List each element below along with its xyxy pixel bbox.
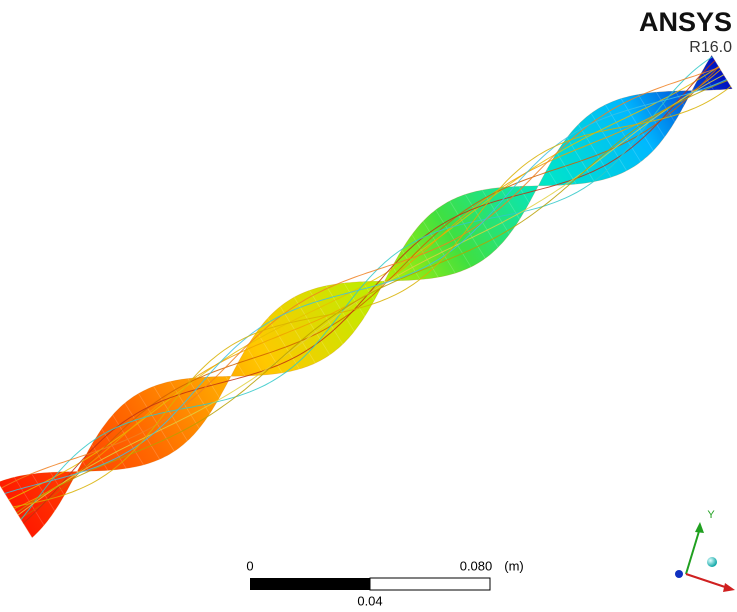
scale-bar-dark — [250, 578, 370, 590]
scale-end: 0.080 — [460, 558, 493, 573]
page: {"header": {"brand": "ANSYS", "version":… — [0, 0, 737, 612]
scale-bar-light — [370, 578, 490, 590]
viewport: ANSYS R16.0 0 0.080 (m) 0.04 Y — [0, 0, 737, 612]
triad-y-arrow — [695, 522, 704, 533]
triad-y-axis — [686, 528, 700, 574]
axis-triad: Y — [675, 509, 735, 592]
scale-unit: (m) — [504, 558, 524, 573]
brand-logo: ANSYS — [639, 7, 732, 37]
triad-x-arrow — [723, 583, 735, 592]
triad-x-axis — [686, 574, 728, 588]
triad-ball — [707, 557, 717, 567]
scale-start: 0 — [246, 558, 253, 573]
triad-y-label: Y — [707, 509, 715, 521]
scale-mid: 0.04 — [357, 593, 382, 608]
triad-z-axis — [675, 570, 683, 578]
version-label: R16.0 — [689, 39, 732, 56]
scale-bar: 0 0.080 (m) 0.04 — [246, 558, 523, 608]
